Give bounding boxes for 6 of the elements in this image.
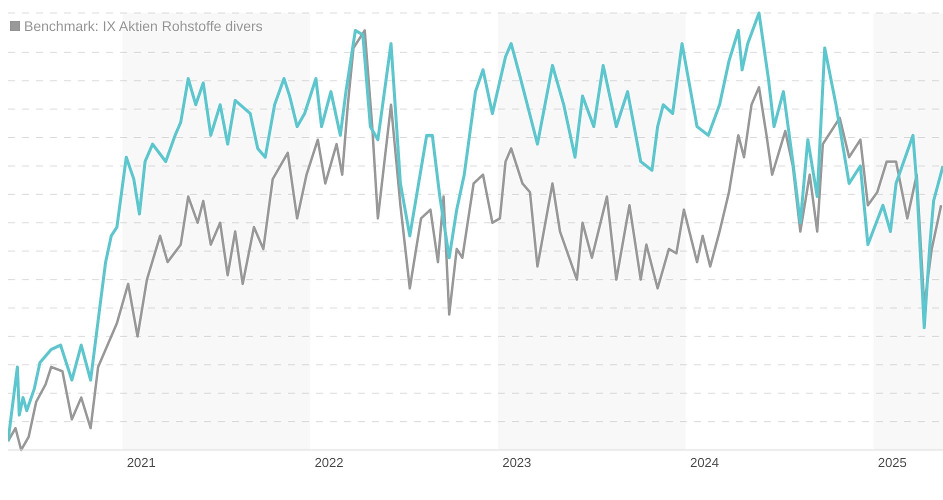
legend-label: Benchmark: IX Aktien Rohstoffe divers — [24, 18, 263, 34]
x-tick-label: 2021 — [126, 455, 156, 470]
x-tick-label: 2023 — [502, 455, 532, 470]
x-tick-label: 2024 — [690, 455, 720, 470]
x-tick-label: 2022 — [314, 455, 344, 470]
x-tick-label: 2025 — [878, 455, 907, 470]
